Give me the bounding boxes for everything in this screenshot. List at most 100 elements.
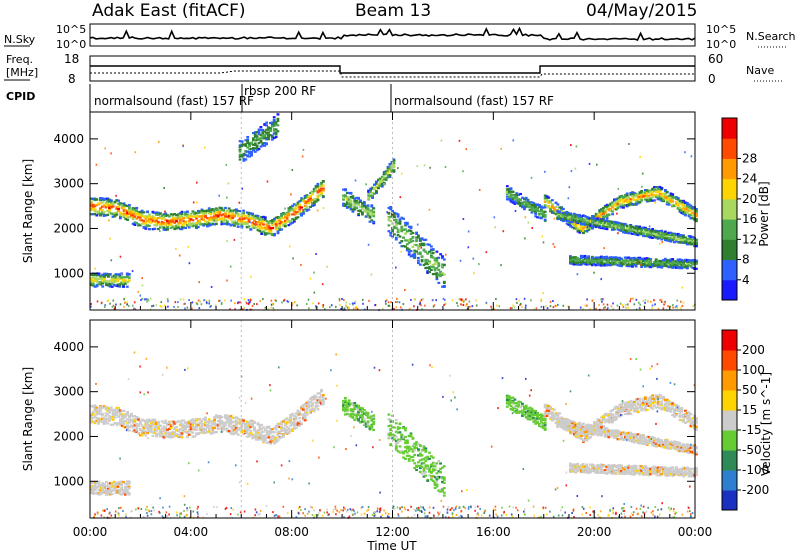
power-cell bbox=[420, 255, 424, 258]
power-cell bbox=[605, 260, 609, 263]
power-cell bbox=[426, 259, 430, 262]
power-cell bbox=[606, 303, 609, 306]
power-cell bbox=[126, 303, 129, 306]
power-cell bbox=[316, 182, 320, 186]
power-cell bbox=[305, 194, 309, 197]
power-cell bbox=[644, 301, 646, 304]
power-cell bbox=[280, 213, 283, 216]
power-cell bbox=[138, 214, 142, 217]
power-cell bbox=[498, 305, 501, 308]
power-cell bbox=[601, 225, 603, 228]
power-cell bbox=[638, 201, 642, 204]
power-cell bbox=[177, 213, 180, 216]
power-cell bbox=[90, 200, 93, 203]
power-cell bbox=[271, 220, 274, 223]
power-cell bbox=[394, 238, 398, 241]
power-cell bbox=[645, 189, 649, 192]
power-cell bbox=[238, 150, 242, 153]
power-cell bbox=[584, 304, 586, 307]
power-cell bbox=[681, 304, 684, 307]
power-cell bbox=[462, 300, 465, 303]
velocity-cell bbox=[90, 413, 93, 416]
power-cell bbox=[142, 221, 146, 225]
power-cell bbox=[222, 213, 226, 216]
power-cell bbox=[653, 299, 655, 302]
velocity-cell bbox=[106, 409, 110, 412]
power-cell bbox=[155, 304, 157, 307]
power-cell bbox=[521, 202, 524, 206]
power-cell bbox=[649, 266, 653, 269]
power-cell bbox=[605, 228, 609, 231]
power-cell bbox=[636, 200, 640, 203]
power-cell bbox=[645, 191, 649, 194]
power-cell bbox=[178, 219, 182, 222]
power-cell bbox=[407, 241, 411, 244]
power-cell bbox=[248, 155, 251, 158]
power-cell bbox=[634, 229, 638, 232]
power-cell bbox=[609, 203, 613, 206]
power-cell bbox=[634, 199, 638, 203]
power-cell bbox=[600, 257, 603, 260]
power-cell bbox=[175, 225, 178, 228]
power-cell bbox=[544, 170, 546, 173]
power-cell bbox=[227, 212, 231, 215]
power-cell bbox=[651, 193, 655, 196]
power-cell bbox=[616, 226, 620, 229]
power-cell bbox=[343, 307, 346, 310]
power-cell bbox=[417, 236, 420, 239]
power-cell bbox=[271, 233, 274, 236]
power-cell bbox=[662, 263, 665, 266]
power-cell bbox=[669, 234, 673, 237]
power-cell bbox=[99, 212, 102, 215]
power-cell bbox=[658, 242, 661, 245]
power-cell bbox=[90, 207, 93, 210]
power-cell bbox=[173, 305, 175, 308]
power-cell bbox=[196, 209, 200, 213]
velocity-cell bbox=[119, 420, 122, 423]
power-cell bbox=[623, 231, 627, 234]
power-cell bbox=[442, 263, 446, 266]
power-cell bbox=[183, 303, 185, 306]
velocity-cell bbox=[119, 418, 122, 421]
power-cell bbox=[565, 217, 569, 221]
power-cell bbox=[689, 264, 693, 267]
power-cell bbox=[536, 203, 539, 206]
power-cell bbox=[405, 247, 409, 250]
power-cell bbox=[314, 186, 318, 189]
velocity-cell bbox=[146, 430, 149, 433]
velocity-cell bbox=[93, 409, 97, 412]
power-cell bbox=[572, 263, 576, 266]
power-cell bbox=[562, 304, 565, 307]
velocity-cell bbox=[135, 426, 139, 429]
power-cell bbox=[524, 201, 528, 204]
power-cell bbox=[417, 252, 420, 255]
power-cell bbox=[400, 225, 404, 228]
power-cell bbox=[215, 208, 218, 211]
power-cell bbox=[587, 255, 590, 258]
noise-panel: N.Sky 10^5 10^0 10^5 10^0 N.Search bbox=[4, 23, 796, 51]
power-cell bbox=[226, 240, 228, 243]
power-cell bbox=[162, 226, 166, 229]
power-cell bbox=[583, 215, 587, 218]
power-cell bbox=[614, 208, 618, 211]
power-cell bbox=[248, 301, 250, 304]
power-cell bbox=[287, 220, 291, 223]
power-cell bbox=[396, 230, 400, 234]
power-cell bbox=[687, 215, 691, 218]
power-cell bbox=[274, 136, 278, 139]
power-cell bbox=[307, 198, 311, 201]
power-cell bbox=[207, 222, 211, 226]
power-cell bbox=[576, 273, 579, 276]
velocity-cell bbox=[111, 409, 115, 412]
power-cell bbox=[104, 304, 106, 307]
power-cell bbox=[623, 200, 627, 203]
power-cell bbox=[200, 217, 204, 220]
power-cell bbox=[231, 214, 235, 217]
power-cell bbox=[270, 303, 273, 306]
power-cell bbox=[110, 285, 114, 288]
power-cell bbox=[542, 241, 545, 244]
power-cell bbox=[695, 261, 698, 264]
power-cell bbox=[240, 225, 244, 228]
velocity-cell bbox=[133, 419, 137, 422]
power-cell bbox=[257, 142, 261, 145]
